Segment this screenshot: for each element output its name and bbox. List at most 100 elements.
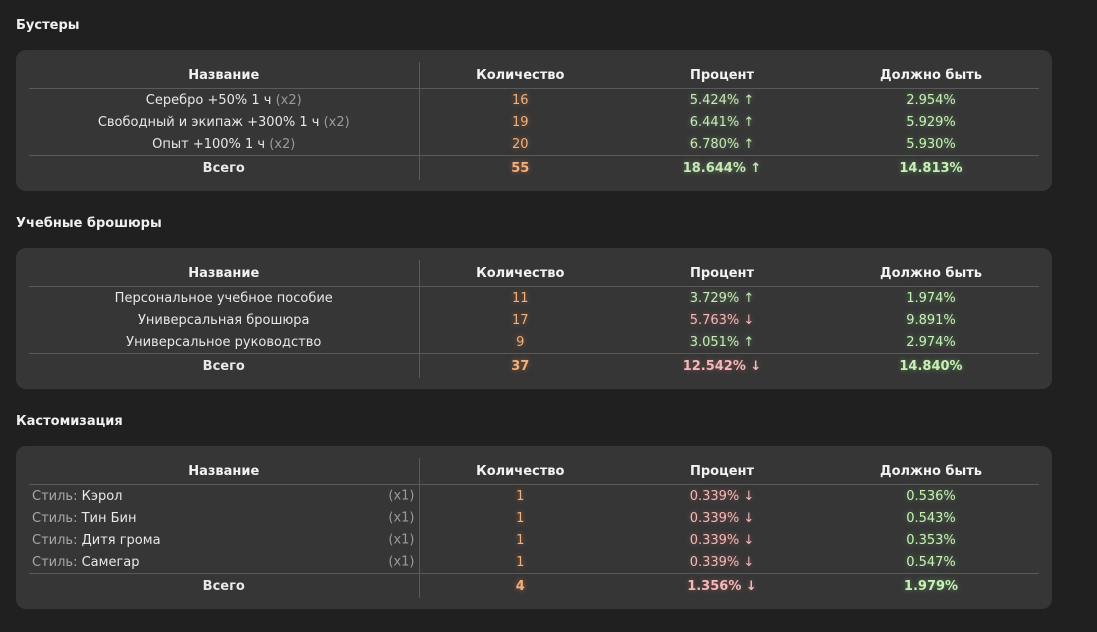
item-quantity: 1 bbox=[516, 554, 525, 570]
item-name-cell: Стиль: Кэрол (x1) bbox=[29, 484, 420, 507]
item-multiplier: (x1) bbox=[388, 554, 415, 570]
header-name[interactable]: Название bbox=[29, 62, 420, 89]
item-should-be: 5.929% bbox=[906, 114, 956, 130]
item-name: Универсальная брошюра bbox=[29, 309, 420, 331]
booklets-table: Название Количество Процент Должно быть … bbox=[29, 260, 1039, 378]
table-row: Универсальная брошюра 17 5.763% ↓ 9.891% bbox=[29, 309, 1039, 331]
item-quantity: 1 bbox=[516, 532, 525, 548]
header-name[interactable]: Название bbox=[29, 260, 420, 287]
table-row: Стиль: Тин Бин (x1) 1 0.339% ↓ 0.543% bbox=[29, 507, 1039, 529]
item-multiplier: (x2) bbox=[269, 136, 296, 152]
item-name: Персональное учебное пособие bbox=[29, 286, 420, 309]
booklets-card: Название Количество Процент Должно быть … bbox=[16, 248, 1052, 389]
header-should-be[interactable]: Должно быть bbox=[823, 260, 1039, 287]
customization-card: Название Количество Процент Должно быть … bbox=[16, 446, 1052, 609]
total-quantity: 4 bbox=[419, 573, 621, 598]
total-label: Всего bbox=[29, 155, 420, 180]
item-percent: 0.339% ↓ bbox=[689, 554, 755, 570]
table-row: Стиль: Кэрол (x1) 1 0.339% ↓ 0.536% bbox=[29, 484, 1039, 507]
table-header-row: Название Количество Процент Должно быть bbox=[29, 260, 1039, 287]
item-should-be: 5.930% bbox=[906, 136, 956, 152]
item-name: Самегар bbox=[81, 554, 140, 570]
item-name: Дитя грома bbox=[81, 532, 161, 548]
total-should-be: 14.840% bbox=[823, 353, 1039, 378]
item-name-cell: Свободный и экипаж +300% 1 ч (x2) bbox=[29, 111, 420, 133]
table-row: Опыт +100% 1 ч (x2) 20 6.780% ↑ 5.930% bbox=[29, 133, 1039, 156]
header-should-be[interactable]: Должно быть bbox=[823, 62, 1039, 89]
item-quantity: 17 bbox=[511, 312, 529, 328]
total-should-be: 1.979% bbox=[823, 573, 1039, 598]
item-name: Тин Бин bbox=[81, 510, 137, 526]
item-quantity: 1 bbox=[516, 510, 525, 526]
item-prefix: Стиль: bbox=[32, 532, 78, 548]
item-should-be: 2.954% bbox=[906, 92, 956, 108]
boosters-card: Название Количество Процент Должно быть … bbox=[16, 50, 1052, 191]
total-percent: 12.542% ↓ bbox=[621, 353, 823, 378]
section-title: Учебные брошюры bbox=[16, 216, 162, 231]
table-row: Универсальное руководство 9 3.051% ↑ 2.9… bbox=[29, 331, 1039, 354]
section-title: Кастомизация bbox=[16, 414, 123, 429]
item-quantity: 1 bbox=[516, 488, 525, 504]
item-name-cell: Серебро +50% 1 ч (x2) bbox=[29, 88, 420, 111]
total-label: Всего bbox=[29, 573, 420, 598]
item-prefix: Стиль: bbox=[32, 510, 78, 526]
item-should-be: 9.891% bbox=[906, 312, 956, 328]
item-percent: 6.780% ↑ bbox=[689, 136, 755, 152]
item-quantity: 11 bbox=[511, 290, 529, 306]
boosters-table: Название Количество Процент Должно быть … bbox=[29, 62, 1039, 180]
table-header-row: Название Количество Процент Должно быть bbox=[29, 62, 1039, 89]
item-should-be: 1.974% bbox=[906, 290, 956, 306]
header-percent[interactable]: Процент bbox=[621, 62, 823, 89]
item-percent: 6.441% ↑ bbox=[689, 114, 755, 130]
item-should-be: 0.543% bbox=[906, 510, 956, 526]
item-multiplier: (x1) bbox=[388, 532, 415, 548]
item-name: Опыт +100% 1 ч bbox=[152, 136, 266, 152]
item-name: Серебро +50% 1 ч bbox=[145, 92, 272, 108]
item-name-cell: Стиль: Тин Бин (x1) bbox=[29, 507, 420, 529]
section-title: Бустеры bbox=[16, 18, 80, 33]
item-multiplier: (x2) bbox=[323, 114, 350, 130]
item-percent: 0.339% ↓ bbox=[689, 488, 755, 504]
total-quantity: 37 bbox=[419, 353, 621, 378]
item-should-be: 0.353% bbox=[906, 532, 956, 548]
section-boosters: Бустеры Название Количество Процент Долж… bbox=[16, 16, 1052, 191]
total-row: Всего 55 18.644% ↑ 14.813% bbox=[29, 155, 1039, 180]
item-multiplier: (x2) bbox=[275, 92, 302, 108]
total-quantity: 55 bbox=[419, 155, 621, 180]
header-percent[interactable]: Процент bbox=[621, 260, 823, 287]
table-row: Свободный и экипаж +300% 1 ч (x2) 19 6.4… bbox=[29, 111, 1039, 133]
item-name-cell: Опыт +100% 1 ч (x2) bbox=[29, 133, 420, 156]
item-name: Универсальное руководство bbox=[29, 331, 420, 354]
item-quantity: 20 bbox=[511, 136, 529, 152]
item-percent: 0.339% ↓ bbox=[689, 510, 755, 526]
header-percent[interactable]: Процент bbox=[621, 458, 823, 485]
item-quantity: 9 bbox=[516, 334, 525, 350]
header-should-be[interactable]: Должно быть bbox=[823, 458, 1039, 485]
item-percent: 5.763% ↓ bbox=[689, 312, 755, 328]
total-row: Всего 4 1.356% ↓ 1.979% bbox=[29, 573, 1039, 598]
item-quantity: 19 bbox=[511, 114, 529, 130]
item-prefix: Стиль: bbox=[32, 488, 78, 504]
header-name[interactable]: Название bbox=[29, 458, 420, 485]
header-quantity[interactable]: Количество bbox=[419, 62, 621, 89]
table-row: Стиль: Дитя грома (x1) 1 0.339% ↓ 0.353% bbox=[29, 529, 1039, 551]
table-row: Серебро +50% 1 ч (x2) 16 5.424% ↑ 2.954% bbox=[29, 88, 1039, 111]
header-quantity[interactable]: Количество bbox=[419, 260, 621, 287]
section-customization: Кастомизация Название Количество Процент… bbox=[16, 412, 1052, 609]
item-percent: 3.051% ↑ bbox=[689, 334, 755, 350]
header-quantity[interactable]: Количество bbox=[419, 458, 621, 485]
item-should-be: 0.536% bbox=[906, 488, 956, 504]
table-row: Персональное учебное пособие 11 3.729% ↑… bbox=[29, 286, 1039, 309]
total-should-be: 14.813% bbox=[823, 155, 1039, 180]
customization-table: Название Количество Процент Должно быть … bbox=[29, 458, 1039, 598]
table-header-row: Название Количество Процент Должно быть bbox=[29, 458, 1039, 485]
item-quantity: 16 bbox=[511, 92, 529, 108]
total-row: Всего 37 12.542% ↓ 14.840% bbox=[29, 353, 1039, 378]
total-percent: 18.644% ↑ bbox=[621, 155, 823, 180]
item-name: Свободный и экипаж +300% 1 ч bbox=[97, 114, 320, 130]
item-percent: 0.339% ↓ bbox=[689, 532, 755, 548]
section-training-booklets: Учебные брошюры Название Количество Проц… bbox=[16, 214, 1052, 389]
total-label: Всего bbox=[29, 353, 420, 378]
total-percent: 1.356% ↓ bbox=[621, 573, 823, 598]
item-name-cell: Стиль: Самегар (x1) bbox=[29, 551, 420, 574]
